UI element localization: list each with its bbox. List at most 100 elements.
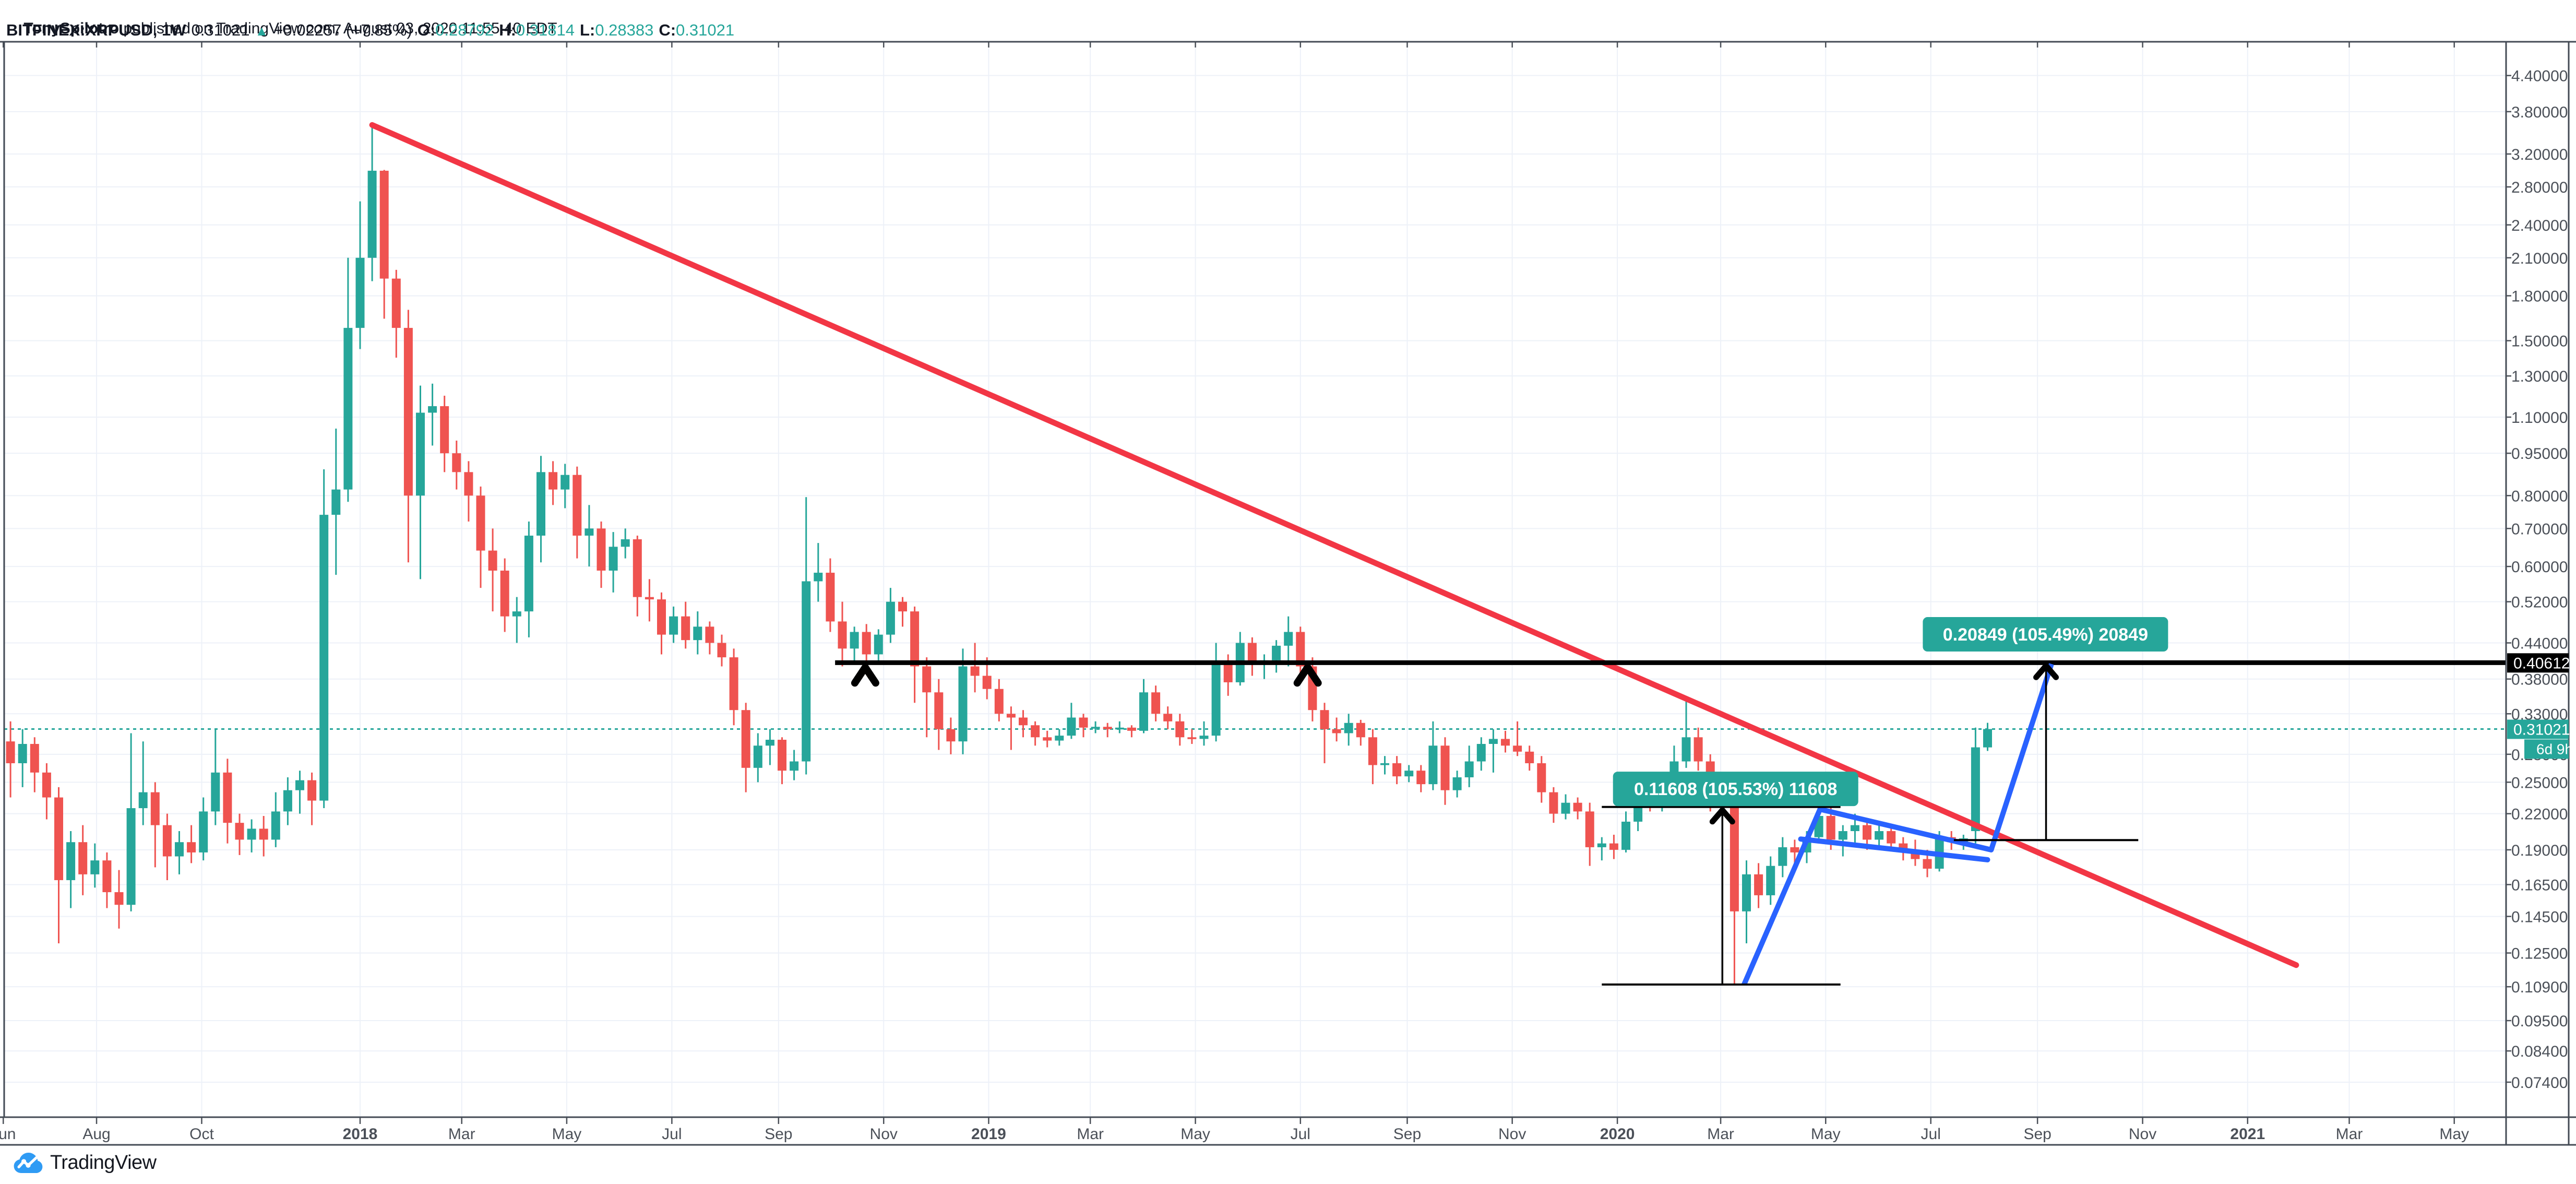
candle[interactable] (90, 843, 100, 888)
candle[interactable] (162, 813, 172, 880)
measure-2-label[interactable] (1923, 617, 2168, 652)
candle[interactable] (524, 522, 533, 637)
candle[interactable] (223, 759, 232, 844)
month-label[interactable]: Mar (1077, 1126, 1104, 1143)
candle[interactable] (1476, 737, 1486, 771)
candle[interactable] (416, 385, 425, 579)
downtrend-line[interactable] (369, 122, 2299, 968)
measure-1[interactable] (1602, 806, 1841, 986)
price-tick-label[interactable]: 0.95000 (2511, 445, 2568, 463)
candle[interactable] (597, 522, 606, 588)
month-label[interactable]: Jul (1291, 1126, 1310, 1143)
candle[interactable] (862, 624, 871, 664)
candle[interactable] (1006, 706, 1016, 750)
year-label[interactable]: 2018 (343, 1126, 378, 1143)
price-tick-label[interactable]: 3.80000 (2511, 104, 2568, 121)
candle[interactable] (1368, 729, 1377, 785)
month-label[interactable]: Nov (1498, 1126, 1526, 1143)
candle[interactable] (585, 505, 594, 567)
candle[interactable] (403, 310, 413, 563)
candle[interactable] (78, 825, 88, 895)
month-label[interactable]: Mar (2336, 1126, 2363, 1143)
candle[interactable] (1597, 837, 1606, 861)
candle[interactable] (705, 621, 714, 655)
candle[interactable] (669, 606, 678, 643)
candle[interactable] (1464, 745, 1474, 787)
candle[interactable] (1573, 797, 1582, 820)
candle[interactable] (1887, 825, 1896, 850)
candle[interactable] (1175, 714, 1185, 746)
candle[interactable] (42, 763, 51, 820)
candle[interactable] (1875, 823, 1884, 846)
price-tick-label[interactable]: 0.08400 (2511, 1043, 2568, 1060)
price-tick-label[interactable]: 0.12500 (2511, 945, 2568, 962)
price-tick-label[interactable]: 0.10900 (2511, 979, 2568, 996)
year-label[interactable]: 2019 (971, 1126, 1006, 1143)
candle[interactable] (1344, 714, 1353, 746)
candle[interactable] (1332, 717, 1341, 742)
month-label[interactable]: Nov (870, 1126, 898, 1143)
candle[interactable] (1742, 860, 1751, 943)
measure-2[interactable] (1953, 661, 2139, 842)
candle[interactable] (1139, 679, 1148, 733)
candle[interactable] (560, 464, 570, 508)
candle[interactable] (1452, 771, 1462, 798)
candle[interactable] (657, 592, 666, 655)
candle[interactable] (886, 588, 895, 643)
price-tick-label[interactable]: 1.30000 (2511, 368, 2568, 385)
candle[interactable] (1260, 654, 1269, 679)
candle[interactable] (898, 597, 907, 627)
candle[interactable] (609, 532, 618, 593)
candle[interactable] (1766, 856, 1775, 905)
candle[interactable] (1151, 685, 1161, 721)
candle[interactable] (1681, 701, 1691, 768)
month-label[interactable]: Aug (82, 1126, 110, 1143)
month-label[interactable]: Jul (662, 1126, 682, 1143)
month-label[interactable]: May (2439, 1126, 2469, 1143)
candle[interactable] (247, 819, 256, 853)
candle[interactable] (1272, 640, 1281, 673)
month-label[interactable]: Jul (1921, 1126, 1941, 1143)
candle[interactable] (693, 611, 702, 655)
price-tick-label[interactable]: 0.22000 (2511, 806, 2568, 823)
candle[interactable] (18, 729, 27, 787)
price-tick-label[interactable]: 1.10000 (2511, 409, 2568, 427)
candle[interactable] (1163, 706, 1173, 729)
candle[interactable] (1428, 721, 1438, 790)
attribution[interactable]: TradingView (14, 1152, 157, 1174)
candle[interactable] (838, 601, 847, 667)
candle[interactable] (850, 626, 859, 664)
flag-lower-channel[interactable] (1798, 836, 1990, 862)
candle[interactable] (1416, 765, 1426, 792)
price-tick-label[interactable]: 0.14500 (2511, 908, 2568, 926)
candle[interactable] (621, 528, 630, 559)
candle[interactable] (476, 486, 485, 588)
candle[interactable] (1501, 730, 1510, 753)
candle[interactable] (512, 597, 521, 643)
candle[interactable] (994, 679, 1004, 721)
month-label[interactable]: Mar (1707, 1126, 1734, 1143)
candle[interactable] (573, 466, 582, 559)
price-tick-label[interactable]: 1.80000 (2511, 288, 2568, 305)
touch-marker-icon[interactable] (851, 660, 879, 687)
candle[interactable] (1055, 729, 1064, 746)
candle[interactable] (30, 737, 39, 792)
candle[interactable] (114, 870, 124, 929)
candle[interactable] (1983, 723, 1992, 751)
candle[interactable] (331, 428, 341, 575)
candle[interactable] (1488, 729, 1498, 773)
candle[interactable] (814, 543, 823, 602)
price-tick-label[interactable]: 4.40000 (2511, 68, 2568, 85)
candle[interactable] (1284, 616, 1293, 667)
candle[interactable] (946, 717, 956, 754)
month-label[interactable]: Sep (2023, 1126, 2051, 1143)
candle[interactable] (1730, 792, 1739, 985)
price-tick-label[interactable]: 3.20000 (2511, 146, 2568, 163)
candle[interactable] (355, 201, 365, 349)
candle[interactable] (910, 606, 920, 703)
candle[interactable] (138, 741, 148, 825)
candle[interactable] (54, 787, 63, 943)
candle[interactable] (488, 528, 497, 612)
candle[interactable] (1549, 787, 1558, 823)
candle[interactable] (1043, 730, 1052, 748)
